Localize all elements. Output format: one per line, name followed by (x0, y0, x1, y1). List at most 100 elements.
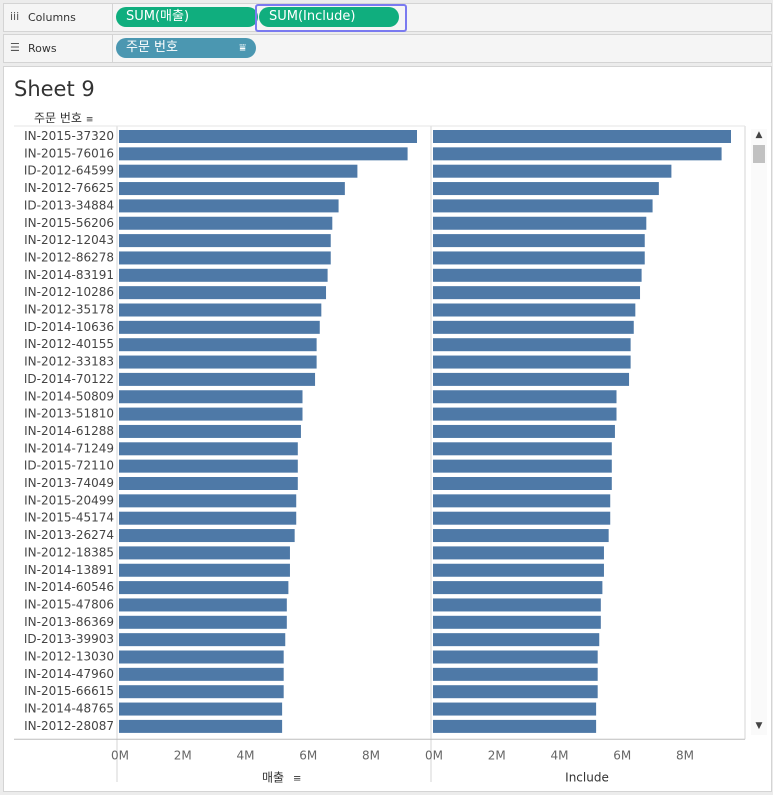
bar (433, 633, 600, 647)
bar (433, 459, 612, 473)
x-tick-label: 4M (550, 748, 568, 762)
x-tick-label: 0M (425, 748, 443, 762)
bar (119, 650, 284, 664)
x-tick-label: 6M (299, 748, 317, 762)
category-label: ID-2014-10636 (24, 320, 114, 334)
bar (119, 442, 298, 456)
bar (119, 355, 317, 369)
category-label: IN-2012-12043 (24, 233, 114, 247)
vertical-scrollbar[interactable]: ▲ ▼ (751, 129, 767, 735)
bar (119, 199, 339, 213)
order-id-pill-label: 주문 번호 (126, 40, 178, 55)
bar (433, 147, 722, 161)
bar (433, 286, 641, 300)
x-axis-title: 매출 (262, 770, 284, 784)
category-label: IN-2014-13891 (24, 563, 114, 577)
columns-shelf: iii Columns SUM(매출) SUM(Include) (3, 3, 772, 32)
sales-pill-label: SUM(매출) (126, 9, 190, 24)
rows-shelf: ☰ Rows 주문 번호 ⩸ (3, 34, 772, 63)
bar (119, 546, 290, 560)
x-tick-label: 6M (613, 748, 631, 762)
bar (433, 268, 642, 282)
x-tick-label: 2M (488, 748, 506, 762)
sort-descending-icon[interactable]: ⩸ (239, 41, 246, 54)
bar (119, 598, 287, 612)
rows-shelf-label: ☰ Rows (4, 35, 113, 62)
bar (433, 390, 617, 404)
category-label: IN-2015-37320 (24, 129, 114, 143)
bar (433, 130, 731, 143)
x-tick-label: 8M (676, 748, 694, 762)
scroll-up-icon[interactable]: ▲ (755, 130, 763, 140)
bar (119, 424, 301, 438)
scroll-thumb[interactable] (753, 145, 765, 163)
columns-label: Columns (28, 11, 76, 24)
x-tick-label: 2M (174, 748, 192, 762)
bar (433, 477, 612, 490)
bar (119, 459, 298, 473)
rows-label: Rows (28, 42, 57, 55)
category-label: IN-2015-56206 (24, 216, 114, 230)
bar (433, 355, 631, 369)
category-label: IN-2014-61288 (24, 424, 114, 438)
rows-icon: ☰ (10, 41, 20, 54)
bar (119, 685, 284, 699)
bar (119, 286, 327, 300)
category-label: IN-2014-47960 (24, 667, 114, 681)
scroll-down-icon[interactable]: ▼ (755, 721, 763, 731)
category-label: IN-2012-13030 (24, 650, 114, 664)
category-label: IN-2012-33183 (24, 355, 114, 369)
bar (433, 494, 611, 508)
order-id-dimension-pill[interactable]: 주문 번호 ⩸ (116, 38, 256, 58)
bar (433, 615, 601, 629)
bar (433, 372, 630, 386)
bar (433, 719, 597, 733)
columns-icon: iii (10, 10, 20, 23)
sales-measure-pill[interactable]: SUM(매출) (116, 7, 258, 27)
bar (119, 372, 316, 386)
category-label: ID-2012-64599 (24, 164, 114, 178)
bar (433, 563, 604, 577)
bar (433, 511, 611, 525)
bar (119, 164, 358, 178)
category-label: ID-2013-39903 (24, 632, 114, 646)
include-measure-pill[interactable]: SUM(Include) (259, 7, 399, 27)
bar (119, 216, 333, 230)
category-label: ID-2013-34884 (24, 198, 114, 212)
selection-highlight (255, 4, 407, 32)
bar (433, 199, 653, 213)
bar (119, 182, 345, 196)
category-label: IN-2015-20499 (24, 493, 114, 507)
category-label: IN-2014-83191 (24, 268, 114, 282)
columns-shelf-label: iii Columns (4, 4, 113, 31)
category-label: IN-2015-47806 (24, 597, 114, 611)
bar (119, 667, 284, 681)
bar (433, 251, 645, 265)
bar (119, 268, 328, 282)
x-tick-label: 4M (236, 748, 254, 762)
bar (433, 581, 603, 595)
bar (433, 320, 634, 334)
bar (119, 633, 286, 647)
x-tick-label: 8M (362, 748, 380, 762)
row-header[interactable]: 주문 번호 ≡ (34, 109, 93, 126)
bar (433, 424, 615, 438)
include-pill-label: SUM(Include) (269, 9, 356, 24)
bar (119, 494, 297, 508)
bar (119, 390, 303, 404)
category-label: IN-2012-28087 (24, 719, 114, 733)
category-label: IN-2013-26274 (24, 528, 114, 542)
category-label: IN-2012-40155 (24, 337, 114, 351)
category-label: IN-2013-74049 (24, 476, 114, 490)
bar (119, 563, 290, 577)
bar (433, 182, 659, 196)
bar (119, 719, 283, 733)
bar (119, 529, 295, 543)
x-axis-title: Include (565, 770, 609, 784)
bar (433, 598, 601, 612)
sheet-title: Sheet 9 (14, 77, 95, 101)
category-label: IN-2014-50809 (24, 389, 114, 403)
sort-descending-icon[interactable]: ≡ (85, 115, 94, 125)
bar (119, 511, 297, 525)
bar (119, 407, 303, 421)
